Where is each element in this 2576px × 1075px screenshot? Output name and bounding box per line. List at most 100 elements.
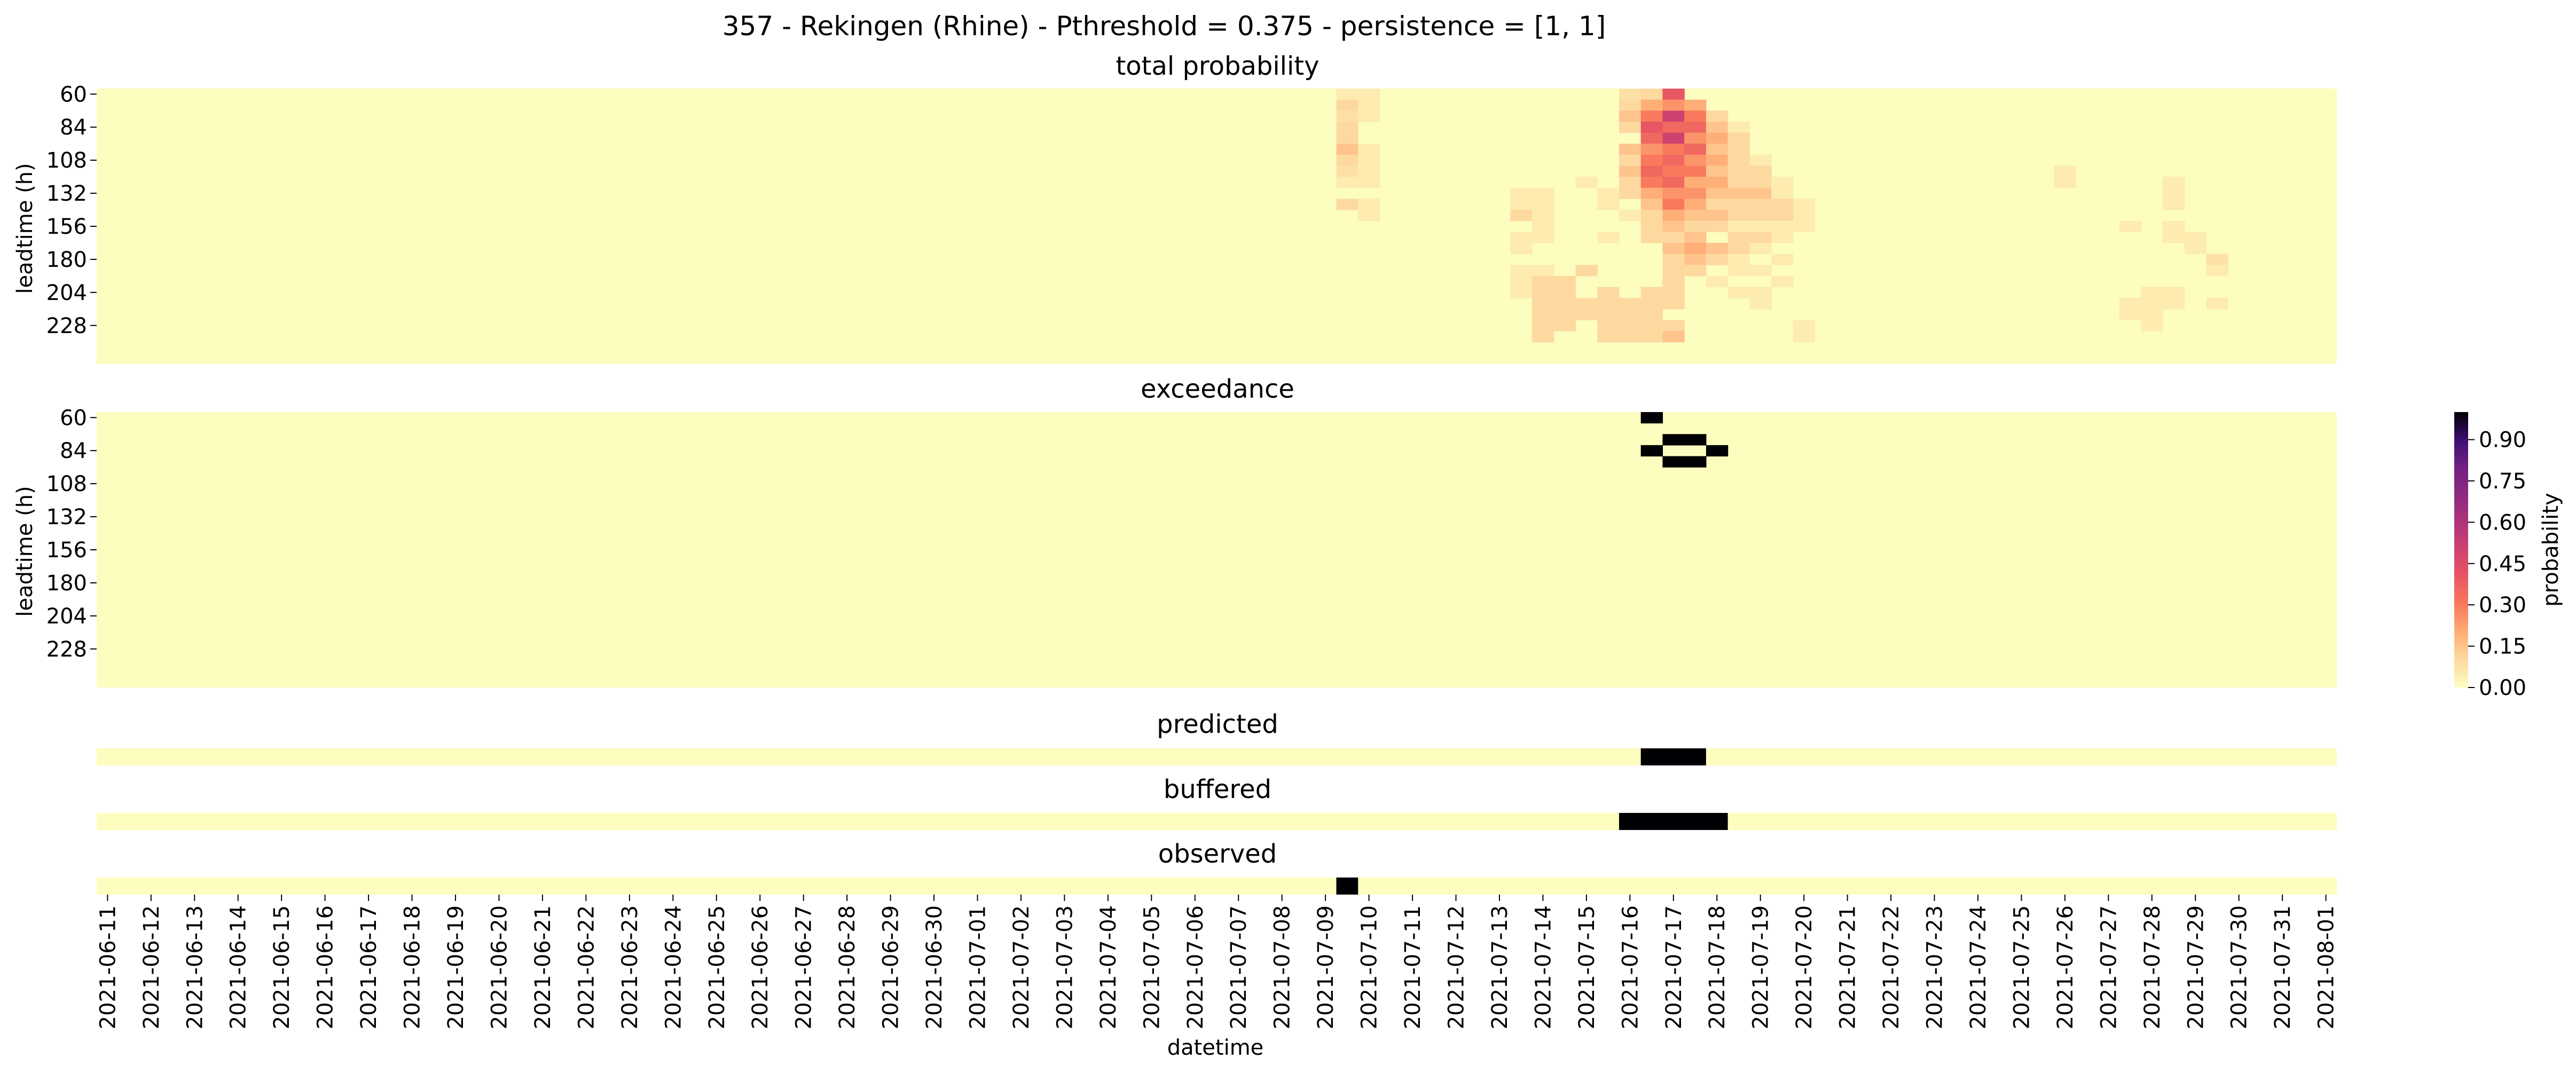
exceedance-cell [1706, 445, 1729, 457]
x-tick-label: 2021-06-11 [96, 905, 120, 1029]
heatmap-cell [1749, 199, 1772, 210]
heatmap-cell [1706, 199, 1729, 210]
heatmap-cell [1662, 165, 1685, 177]
x-tick-label: 2021-07-12 [1444, 905, 1469, 1029]
heatmap-cell [1336, 144, 1358, 155]
heatmap-cell [1640, 99, 1663, 111]
heatmap-cell [1706, 242, 1729, 255]
x-tick-label: 2021-06-28 [835, 905, 860, 1029]
heatmap-cell [1619, 99, 1642, 111]
heatmap-cell [1771, 210, 1794, 222]
heatmap-cell [1684, 132, 1707, 144]
heatmap-cell [2206, 298, 2228, 310]
y-tick-label: 228 [46, 637, 87, 662]
x-tick-label: 2021-07-27 [2096, 905, 2121, 1029]
x-tick-label: 2021-07-08 [1270, 905, 1295, 1029]
heatmap-cell [1706, 275, 1729, 288]
heatmap-cell [1336, 154, 1358, 167]
heatmap-cell [1532, 320, 1554, 331]
heatmap-cell [1619, 331, 1642, 343]
strip-predicted-background [97, 748, 2337, 765]
y-tick-label: 180 [46, 248, 87, 272]
heatmap-cell [1771, 254, 1794, 265]
heatmap-cell [1706, 177, 1729, 188]
heatmap-cell [1793, 320, 1816, 331]
heatmap-cell [1619, 154, 1642, 167]
heatmap-cell [1662, 254, 1685, 265]
y-tick-label: 108 [46, 472, 87, 496]
heatmap-cell [1575, 177, 1598, 188]
heatmap-cell [2163, 232, 2185, 243]
chart-title-total-probability: total probability [1116, 51, 1319, 81]
heatmap-cell [1510, 287, 1533, 298]
strip-exceed-period [1336, 878, 1358, 895]
heatmap-cell [1727, 242, 1750, 255]
x-tick-label: 2021-07-15 [1575, 905, 1599, 1029]
heatmap-cell [1532, 309, 1554, 321]
heatmap-cell [1358, 110, 1380, 122]
x-tick-label: 2021-06-24 [661, 905, 686, 1029]
heatmap-cell [1532, 331, 1554, 343]
exceedance-cell [1640, 412, 1663, 424]
strip-buffered-background [97, 813, 2337, 830]
heatmap-cell [1640, 177, 1663, 188]
x-tick-label: 2021-06-14 [226, 905, 251, 1029]
heatmap-cell [1575, 265, 1598, 276]
heatmap-cell [1662, 154, 1685, 167]
heatmap-cell [1597, 199, 1620, 210]
heatmap-cell [1640, 331, 1663, 343]
y-tick-label: 228 [46, 314, 87, 338]
colorbar-tick-label: 0.60 [2479, 510, 2526, 535]
heatmap-cell [1706, 110, 1729, 122]
heatmap-cell [1727, 210, 1750, 222]
heatmap-cell [1684, 220, 1707, 232]
heatmap-cell [1662, 287, 1685, 298]
heatmap-cell [2119, 220, 2142, 232]
x-tick-label: 2021-06-30 [922, 905, 947, 1029]
heatmap-cell [1771, 275, 1794, 288]
heatmap-cell [1662, 331, 1685, 343]
heatmap-cell [1662, 177, 1685, 188]
heatmap-cell [1662, 144, 1685, 155]
heatmap-cell [1706, 210, 1729, 222]
x-tick-label: 2021-07-20 [1792, 905, 1817, 1029]
heatmap-cell [1597, 320, 1620, 331]
heatmap-total-probability-background [97, 89, 2337, 364]
y-axis-label-total-probability: leadtime (h) [13, 163, 37, 294]
heatmap-cell [1749, 210, 1772, 222]
heatmap-cell [1336, 121, 1358, 133]
x-tick-label: 2021-06-23 [618, 905, 642, 1029]
heatmap-cell [1358, 165, 1380, 177]
heatmap-cell [1749, 187, 1772, 199]
colorbar-tick-label: 0.30 [2479, 593, 2526, 618]
heatmap-cell [1662, 132, 1685, 144]
heatmap-cell [2184, 242, 2207, 255]
colorbar-tick-label: 0.90 [2479, 428, 2526, 453]
x-tick-label: 2021-06-29 [879, 905, 904, 1029]
heatmap-cell [1640, 298, 1663, 310]
heatmap-cell [1553, 275, 1576, 288]
x-tick-label: 2021-08-01 [2314, 905, 2339, 1029]
heatmap-cell [1662, 265, 1685, 276]
heatmap-cell [1640, 199, 1663, 210]
x-tick-label: 2021-07-30 [2227, 905, 2252, 1029]
heatmap-cell [2206, 265, 2228, 276]
heatmap-cell [1619, 309, 1642, 321]
heatmap-cell [1749, 220, 1772, 232]
x-tick-label: 2021-07-16 [1618, 905, 1643, 1029]
heatmap-cell [1662, 220, 1685, 232]
x-tick-label: 2021-06-15 [270, 905, 294, 1029]
heatmap-cell [1727, 187, 1750, 199]
heatmap-cell [1771, 232, 1794, 243]
heatmap-cell [1727, 287, 1750, 298]
x-tick-label: 2021-06-19 [444, 905, 468, 1029]
x-tick-label: 2021-07-02 [1009, 905, 1034, 1029]
heatmap-cell [2206, 254, 2228, 265]
heatmap-cell [1662, 275, 1685, 288]
y-tick-label: 204 [46, 281, 87, 305]
y-tick-label: 84 [60, 439, 87, 463]
exceedance-cell [1640, 445, 1663, 457]
heatmap-cell [1619, 121, 1642, 133]
heatmap-cell [1662, 320, 1685, 331]
colorbar-tick-label: 0.45 [2479, 552, 2526, 576]
